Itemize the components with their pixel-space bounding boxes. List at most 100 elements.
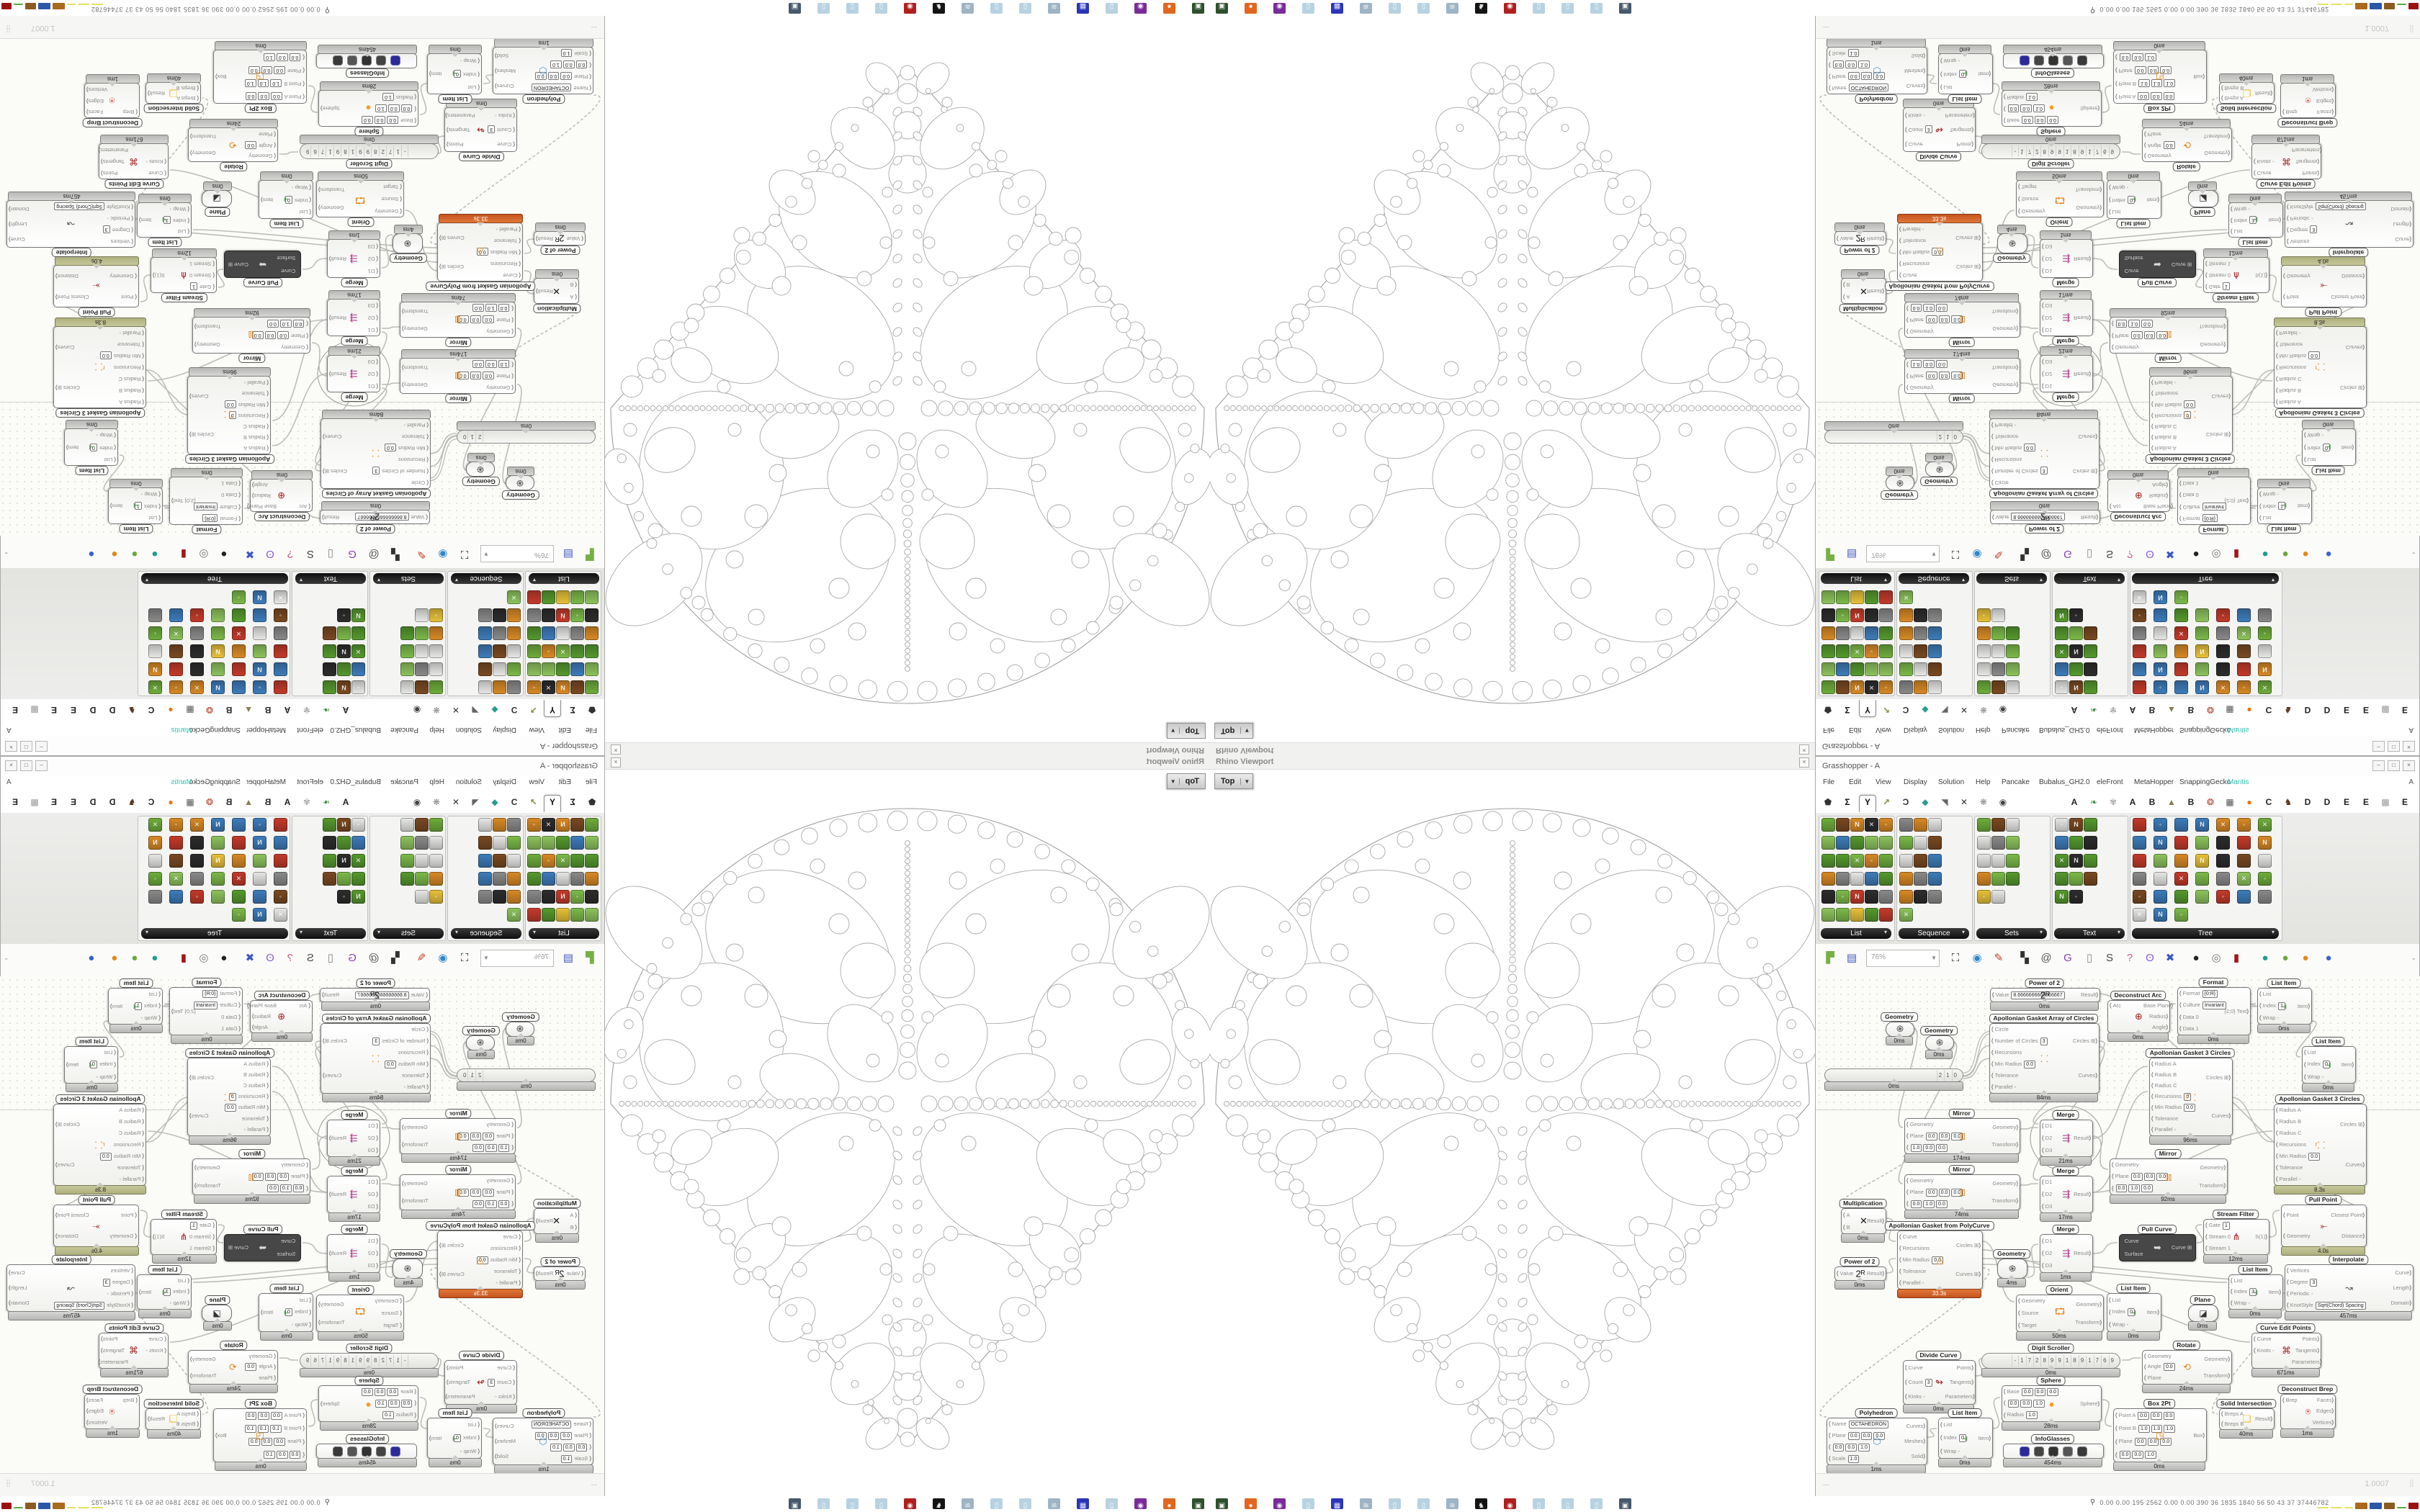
output-port[interactable]: Angle): [252, 482, 268, 489]
input-port[interactable]: (Tolerance: [2276, 1164, 2303, 1171]
value-box[interactable]: 0: [2184, 1092, 2192, 1101]
value-box[interactable]: Sqrt(Chord) Spacing: [2315, 1301, 2366, 1310]
menu-item-file[interactable]: File: [1823, 726, 1835, 734]
component-icon[interactable]: [148, 890, 162, 904]
publish-at-icon[interactable]: @: [368, 548, 380, 560]
output-port[interactable]: Edges): [86, 1408, 104, 1415]
output-port[interactable]: Result): [536, 1270, 553, 1277]
scroll-icon[interactable]: ≋: [1446, 2, 1458, 14]
input-port[interactable]: (Radius B: [2151, 1071, 2177, 1078]
bake-icon[interactable]: ●: [220, 952, 228, 964]
tab-plugin-2[interactable]: ✾: [2109, 797, 2118, 807]
wire[interactable]: [2249, 505, 2257, 509]
output-port[interactable]: Result): [2074, 315, 2091, 321]
component-icon[interactable]: [1821, 590, 1835, 604]
tab-plugin-15[interactable]: E: [2362, 705, 2369, 715]
input-port[interactable]: (Wrap ◦: [2109, 1321, 2129, 1328]
tab-plugin-12[interactable]: D: [109, 705, 116, 715]
component-icon[interactable]: [1991, 662, 2005, 676]
component-icon[interactable]: [507, 680, 521, 694]
component-icon[interactable]: ◦: [542, 854, 555, 868]
value-box[interactable]: 0.0: [2143, 331, 2156, 340]
input-port[interactable]: (Scale 1.0: [1827, 1453, 1886, 1464]
component-icon[interactable]: N: [337, 644, 351, 658]
component-icon[interactable]: [429, 662, 443, 676]
value-box[interactable]: 1.0: [2138, 1424, 2150, 1433]
output-port[interactable]: Parameters): [445, 1393, 475, 1400]
wire[interactable]: [279, 151, 299, 155]
component-icon[interactable]: [1879, 836, 1893, 850]
taskbar-swatch[interactable]: [2331, 4, 2342, 5]
output-port[interactable]: Circles ⊞): [55, 1121, 80, 1128]
save-icon[interactable]: ▤: [1846, 952, 1857, 964]
tab-plugin-6[interactable]: B: [225, 797, 233, 807]
gha-globe-icon[interactable]: G: [348, 952, 357, 964]
output-port[interactable]: Circles ⊞): [2206, 1074, 2231, 1081]
output-port[interactable]: Item): [429, 1434, 442, 1441]
component-icon[interactable]: [2069, 872, 2083, 886]
output-port[interactable]: Item): [2297, 1002, 2310, 1009]
output-port[interactable]: Faces): [86, 1396, 104, 1403]
wire[interactable]: [381, 1127, 400, 1130]
component-icon[interactable]: [1899, 854, 1913, 868]
maximize-icon[interactable]: □: [20, 760, 32, 771]
sketch-pen-icon[interactable]: ✎: [416, 952, 426, 964]
component-apollonian-gasket-from-polycurve[interactable]: (Curve(Recursions(Min Radius 0.0(Toleran…: [437, 222, 523, 282]
component-icon[interactable]: [1977, 662, 1991, 676]
component-icon[interactable]: [1928, 644, 1942, 658]
output-port[interactable]: Curves): [2211, 1112, 2231, 1120]
output-port[interactable]: Radius): [252, 492, 272, 500]
input-port[interactable]: (Parallel ◦: [1899, 1279, 1924, 1286]
menu-item-bubalus_gh2.0[interactable]: Bubalus_GH2.0: [330, 726, 381, 734]
menu-item-mantis[interactable]: Mantis: [171, 778, 192, 786]
wire[interactable]: [429, 433, 457, 454]
menu-item-edit[interactable]: Edit: [1849, 778, 1862, 786]
component-list-item[interactable]: (List(Index 3(Wrap ◦ Item) ⫞: [2228, 1274, 2283, 1310]
tab-category-0[interactable]: ⬟: [1824, 705, 1832, 715]
component-icon[interactable]: [478, 680, 492, 694]
input-port[interactable]: (Index 3: [2229, 1287, 2262, 1298]
component-icon[interactable]: [415, 662, 429, 676]
value-box[interactable]: 1.0: [1847, 49, 1860, 58]
menu-item-mantis[interactable]: Mantis: [2228, 726, 2249, 734]
tab-plugin-1[interactable]: ❧: [2089, 797, 2098, 807]
component-apollonian-gasket-array-of-circles[interactable]: (Circle(Number of Circles 3(Recursions(M…: [321, 418, 431, 489]
input-port[interactable]: (Number of Circles 3: [366, 465, 430, 477]
component-icon[interactable]: N: [556, 818, 570, 832]
menu-item-help[interactable]: Help: [429, 778, 444, 786]
input-port[interactable]: (Recursions: [2276, 1141, 2307, 1148]
component-apollonian-gasket-3-circles[interactable]: (Radius A(Radius B(Radius C(Recursions 0…: [2149, 1058, 2233, 1136]
gha-globe-icon[interactable]: G: [348, 548, 357, 560]
value-box[interactable]: 0.0: [2141, 319, 2153, 328]
component-icon[interactable]: [2055, 872, 2069, 886]
component-icon[interactable]: [2258, 890, 2272, 904]
scroller-digit[interactable]: 1: [2018, 145, 2025, 157]
input-port[interactable]: (Knots ◦: [2254, 1347, 2275, 1354]
input-port[interactable]: (Target: [2018, 1321, 2037, 1328]
component-icon[interactable]: [2174, 662, 2188, 676]
component-icon[interactable]: ◦: [2154, 818, 2167, 832]
component-icon[interactable]: [2069, 662, 2083, 676]
input-port[interactable]: (Wrap ◦: [2304, 1073, 2324, 1080]
output-port[interactable]: Domain): [2390, 1300, 2411, 1307]
value-box[interactable]: 3: [2310, 225, 2318, 234]
component-divide-curve[interactable]: (Curve(Count 3(Kinks ◦ Points) Tangents) Pa…: [444, 107, 517, 152]
input-port[interactable]: (Radius B: [243, 1071, 269, 1078]
infoglasses-icon[interactable]: [2063, 55, 2073, 66]
component-icon[interactable]: [323, 854, 336, 868]
output-port[interactable]: Faces): [2316, 109, 2334, 116]
output-port[interactable]: Angle): [2152, 482, 2168, 489]
output-port[interactable]: Circles ⊞): [2073, 1038, 2097, 1044]
output-port[interactable]: Result): [536, 235, 553, 242]
tab-category-9[interactable]: ◉: [413, 797, 421, 807]
notepad-icon[interactable]: ▯: [1389, 2, 1401, 14]
component-icon[interactable]: ✕: [1850, 854, 1864, 868]
component-icon[interactable]: [232, 836, 246, 850]
taskbar-swatch[interactable]: [14, 4, 23, 5]
component-icon[interactable]: ✕: [2055, 644, 2069, 658]
folder-open-icon[interactable]: ▛: [1826, 952, 1834, 964]
component-icon[interactable]: N: [1850, 608, 1864, 622]
component-icon[interactable]: [2154, 854, 2167, 868]
